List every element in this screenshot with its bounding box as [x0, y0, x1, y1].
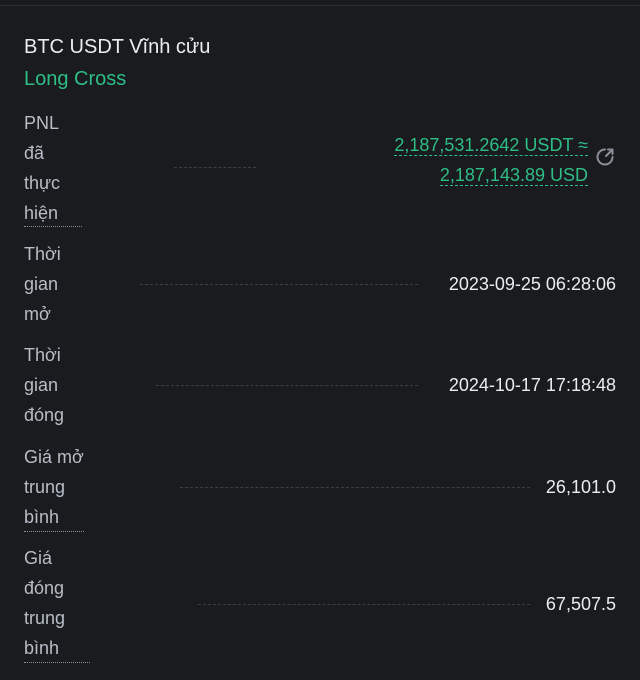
- leader-line: [198, 604, 530, 605]
- avg-close-price-label: Giá đóng trung bình: [24, 548, 66, 658]
- pnl-usdt-value: 2,187,531.2642 USDT ≈: [394, 135, 588, 156]
- top-divider: [0, 0, 640, 6]
- share-icon[interactable]: [594, 146, 616, 168]
- avg-open-price-row: Giá mở trung bình 26,101.0: [24, 442, 616, 534]
- leader-line: [156, 385, 418, 386]
- pnl-usd-value: 2,187,143.89 USD: [439, 165, 588, 186]
- open-time-value: 2023-09-25 06:28:06: [448, 274, 616, 294]
- leader-line: [174, 167, 256, 168]
- leader-line: [140, 284, 418, 285]
- avg-open-price-value: 26,101.0: [545, 477, 616, 497]
- avg-close-price-value: 67,507.5: [545, 594, 616, 614]
- avg-open-label-underline: [24, 531, 84, 532]
- pnl-row: PNL đã thực hiện 2,187,531.2642 USDT ≈ 2…: [24, 108, 616, 230]
- realized-pnl-value[interactable]: 2,187,531.2642 USDT ≈ 2,187,143.89 USD: [394, 130, 588, 190]
- open-time-row: Thời gian mở 2023-09-25 06:28:06: [24, 239, 616, 331]
- position-header: BTC USDT Vĩnh cửu Long Cross: [24, 33, 210, 93]
- position-side-tag: Long Cross: [24, 68, 127, 90]
- avg-close-label-underline: [24, 662, 90, 663]
- avg-close-price-row: Giá đóng trung bình 67,507.5: [24, 543, 616, 665]
- pnl-label-underline: [24, 226, 82, 227]
- contract-title: BTC USDT Vĩnh cửu: [24, 36, 211, 58]
- open-time-label: Thời gian mở: [24, 244, 61, 324]
- close-time-row: Thời gian đóng 2024-10-17 17:18:48: [24, 340, 616, 432]
- avg-open-price-label: Giá mở trung bình: [24, 447, 84, 527]
- close-time-value: 2024-10-17 17:18:48: [448, 375, 616, 395]
- pnl-label: PNL đã thực hiện: [24, 113, 61, 223]
- close-time-label: Thời gian đóng: [24, 345, 65, 425]
- leader-line: [180, 487, 530, 488]
